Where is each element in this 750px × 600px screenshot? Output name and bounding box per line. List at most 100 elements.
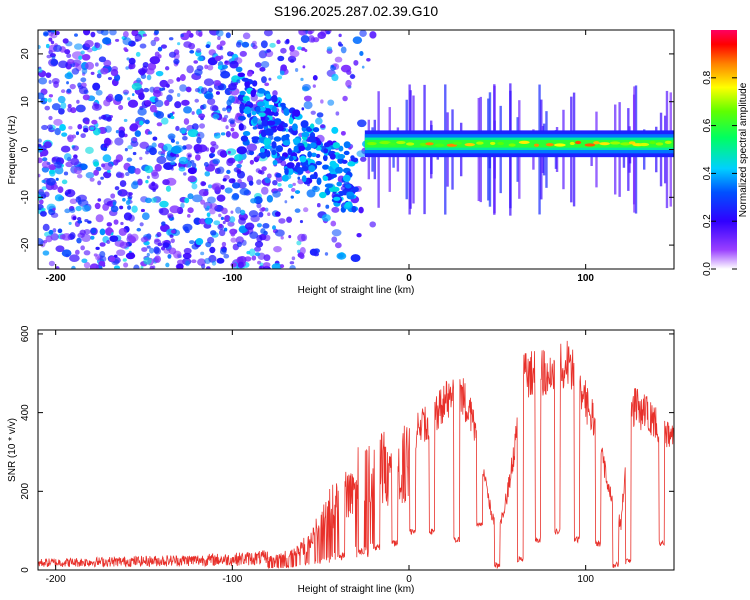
y-tick-label: 0 <box>20 146 31 152</box>
spectral-blob <box>336 252 347 260</box>
spectral-blob <box>122 258 127 262</box>
spectral-blob <box>291 256 296 261</box>
spectral-blob <box>287 183 293 189</box>
spectral-blob <box>160 44 168 49</box>
spectral-blob <box>125 252 136 260</box>
spectral-blob <box>106 116 112 122</box>
spectral-blob <box>144 165 154 174</box>
spectral-blob <box>294 190 301 194</box>
spectral-blob <box>78 55 83 60</box>
spectral-blob <box>104 125 112 133</box>
spectral-blob <box>61 179 68 185</box>
ridge-band <box>364 139 674 148</box>
spectral-blob <box>67 103 72 109</box>
spectral-blob <box>118 227 127 236</box>
spectral-blob <box>221 207 228 215</box>
spectral-blob <box>187 193 194 200</box>
snr-panel: -200 -100 0 100 0 200 400 600 Height of straig… <box>7 325 675 595</box>
spectral-blob <box>274 211 281 217</box>
spectral-blob <box>189 240 195 245</box>
spectral-blob <box>258 152 266 157</box>
spectral-blob <box>258 112 266 117</box>
spectral-blob <box>236 169 242 174</box>
ridge-peak <box>664 140 672 144</box>
spectral-blob <box>160 153 165 158</box>
spectral-blob <box>90 71 95 75</box>
x-tick-label: -200 <box>46 574 66 585</box>
spectral-blob <box>156 232 162 238</box>
spectral-blob <box>184 229 190 234</box>
ridge-peak <box>396 140 406 145</box>
spectral-blob <box>149 265 154 269</box>
spectrogram-marks <box>38 30 674 269</box>
spectral-blob <box>57 228 63 234</box>
spectral-blob <box>38 77 48 85</box>
spectral-blob <box>141 247 148 252</box>
spectral-blob <box>302 83 311 91</box>
spectral-blob <box>256 234 263 243</box>
spectral-blob <box>193 217 202 225</box>
spectral-blob <box>40 207 46 212</box>
x-tick-label: 100 <box>577 574 594 585</box>
spectral-blob <box>139 120 144 126</box>
spectral-blob <box>327 99 335 106</box>
spectral-blob <box>242 130 251 137</box>
spectral-blob <box>48 115 53 121</box>
spectral-blob <box>225 131 231 138</box>
spectral-blob <box>55 245 65 253</box>
spectral-blob <box>127 194 133 199</box>
spectral-blob <box>51 30 56 33</box>
spectral-blob <box>207 97 216 106</box>
spectral-blob <box>175 141 180 145</box>
spectral-blob <box>159 79 169 88</box>
ridge-peak <box>367 141 377 146</box>
spectral-blob <box>194 87 201 93</box>
spectral-blob <box>187 214 191 218</box>
spectral-blob <box>197 56 204 62</box>
spectral-blob <box>280 155 286 161</box>
spectral-blob <box>85 146 94 154</box>
spectral-blob <box>107 169 111 173</box>
spectral-blob <box>332 142 341 149</box>
ridge-peak <box>609 141 621 145</box>
spectral-blob <box>295 162 301 167</box>
spectral-blob <box>131 205 138 213</box>
spectral-blob <box>276 125 285 132</box>
spectral-blob <box>170 138 175 143</box>
spectral-blob <box>41 179 46 184</box>
spectral-blob <box>62 38 69 44</box>
spectral-blob <box>267 111 276 116</box>
spectral-blob <box>331 236 338 243</box>
spectral-blob <box>127 205 132 210</box>
ridge-peak <box>554 143 566 147</box>
spectral-blob <box>271 149 277 156</box>
spectral-blob <box>236 146 248 155</box>
spectral-blob <box>288 234 292 239</box>
spectral-blob <box>139 156 143 161</box>
spectral-blob <box>168 89 175 94</box>
spectral-blob <box>83 250 91 256</box>
spectral-blob <box>259 66 266 72</box>
spectral-blob <box>264 82 270 87</box>
spectral-blob <box>51 103 61 111</box>
spectral-blob <box>237 72 246 77</box>
spectral-blob <box>183 247 192 255</box>
spectral-blob <box>228 51 232 55</box>
spectral-blob <box>291 123 298 131</box>
spectrogram-y-ticks: -20 -10 0 10 20 <box>20 48 674 252</box>
spectral-blob <box>119 172 125 179</box>
spectral-blob <box>251 80 258 87</box>
spectral-blob <box>129 236 137 244</box>
spectral-blob <box>361 65 365 69</box>
spectral-blob <box>143 87 150 93</box>
spectral-blob <box>91 103 102 111</box>
spectral-blob <box>44 98 48 102</box>
spectral-blob <box>284 40 290 45</box>
spectral-blob <box>157 142 165 149</box>
spectral-blob <box>196 108 202 116</box>
spectral-blob <box>195 48 202 53</box>
spectral-blob <box>220 68 227 75</box>
spectral-blob <box>45 235 53 243</box>
spectral-blob <box>90 227 97 234</box>
